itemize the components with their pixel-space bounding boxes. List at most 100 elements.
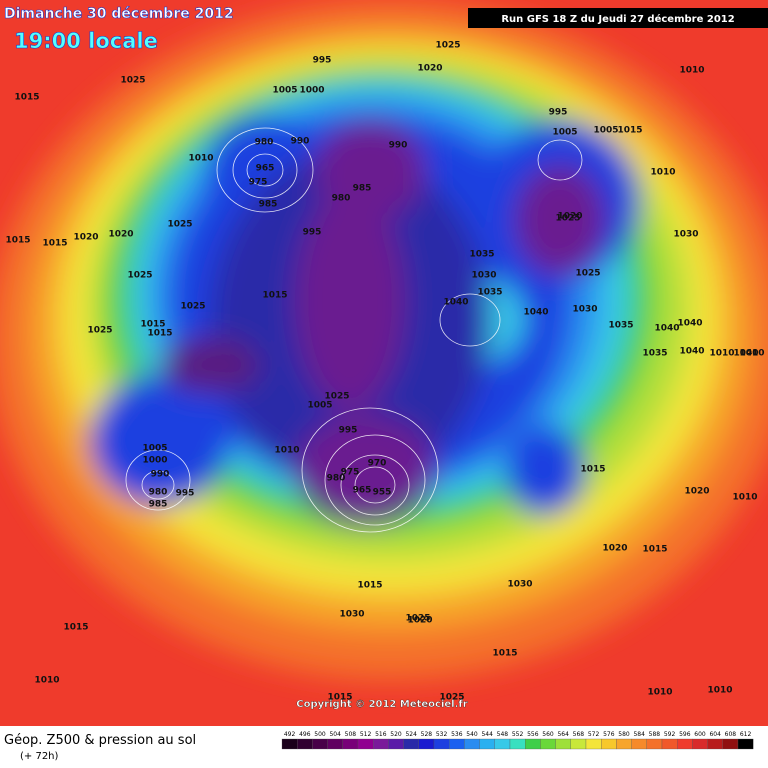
pressure-label: 1010 bbox=[650, 168, 675, 178]
scale-label: 556 bbox=[527, 731, 539, 738]
scale-swatch bbox=[616, 738, 632, 750]
scale-swatch bbox=[494, 738, 511, 750]
scale-swatch bbox=[373, 738, 389, 750]
pressure-label: 1025 bbox=[87, 326, 112, 336]
pressure-label: 1030 bbox=[339, 610, 364, 620]
scale-label: 596 bbox=[679, 731, 691, 738]
pressure-label: 1010 bbox=[679, 66, 704, 76]
scale-swatch bbox=[677, 738, 693, 750]
scale-swatch bbox=[570, 738, 587, 750]
pressure-label: 1010 bbox=[709, 349, 734, 359]
pressure-label: 1020 bbox=[417, 64, 442, 74]
scale-label: 524 bbox=[405, 731, 417, 738]
pressure-label: 1025 bbox=[405, 614, 430, 624]
scale-label: 512 bbox=[360, 731, 372, 738]
pressure-label: 1025 bbox=[127, 271, 152, 281]
pressure-label: 1005 bbox=[552, 128, 577, 138]
pressure-label: 1010 bbox=[739, 349, 764, 359]
pressure-label: 985 bbox=[149, 500, 168, 510]
scale-swatch bbox=[464, 738, 480, 750]
scale-label: 516 bbox=[375, 731, 387, 738]
pressure-label: 1035 bbox=[469, 250, 494, 260]
pressure-label: 1035 bbox=[608, 321, 633, 331]
pressure-label: 1015 bbox=[5, 236, 30, 246]
pressure-label: 1015 bbox=[642, 545, 667, 555]
scale-label: 572 bbox=[588, 731, 600, 738]
pressure-label: 955 bbox=[373, 488, 392, 498]
scale-swatch bbox=[540, 738, 556, 750]
pressure-label: 1020 bbox=[684, 487, 709, 497]
pressure-label: 1030 bbox=[507, 580, 532, 590]
pressure-label: 1030 bbox=[471, 271, 496, 281]
scale-label: 548 bbox=[497, 731, 509, 738]
scale-swatch bbox=[479, 738, 495, 750]
pressure-label: 1010 bbox=[34, 676, 59, 686]
pressure-label: 1015 bbox=[14, 93, 39, 103]
scale-label: 584 bbox=[633, 731, 645, 738]
pressure-label: 1040 bbox=[733, 349, 758, 359]
scale-label: 612 bbox=[740, 731, 752, 738]
pressure-label: 1015 bbox=[357, 581, 382, 591]
scale-label: 500 bbox=[314, 731, 326, 738]
scale-swatch bbox=[357, 738, 374, 750]
pressure-label: 995 bbox=[176, 489, 195, 499]
pressure-label: 975 bbox=[341, 468, 360, 478]
scale-swatch bbox=[525, 738, 541, 750]
pressure-label: 995 bbox=[313, 56, 332, 66]
scale-label: 496 bbox=[299, 731, 311, 738]
pressure-label: 1040 bbox=[443, 298, 468, 308]
lead-time: (+ 72h) bbox=[20, 751, 59, 762]
pressure-label: 1025 bbox=[120, 76, 145, 86]
pressure-label: 1020 bbox=[602, 544, 627, 554]
pressure-label: 1010 bbox=[707, 686, 732, 696]
scale-swatch bbox=[737, 738, 754, 750]
scale-swatch bbox=[388, 738, 404, 750]
scale-swatch bbox=[661, 738, 678, 750]
local-time: 19:00 locale bbox=[14, 29, 158, 53]
pressure-label: 1015 bbox=[580, 465, 605, 475]
scale-swatch bbox=[449, 738, 465, 750]
copyright: Copyright © 2012 Meteociel.fr bbox=[296, 699, 467, 710]
geopotential-field bbox=[0, 0, 768, 726]
scale-label: 492 bbox=[284, 731, 296, 738]
pressure-label: 975 bbox=[249, 178, 268, 188]
scale-label: 604 bbox=[709, 731, 721, 738]
pressure-label: 965 bbox=[353, 486, 372, 496]
scale-label: 540 bbox=[466, 731, 478, 738]
scale-label: 608 bbox=[725, 731, 737, 738]
pressure-label: 1015 bbox=[262, 291, 287, 301]
scale-swatch bbox=[327, 738, 343, 750]
pressure-label: 1010 bbox=[647, 688, 672, 698]
pressure-label: 1015 bbox=[63, 623, 88, 633]
run-box bbox=[468, 8, 768, 28]
pressure-label: 1015 bbox=[147, 329, 172, 339]
scale-swatch bbox=[433, 738, 450, 750]
pressure-label: 995 bbox=[549, 108, 568, 118]
date: Dimanche 30 décembre 2012 bbox=[4, 6, 234, 22]
scale-label: 552 bbox=[512, 731, 524, 738]
pressure-label: 1015 bbox=[42, 239, 67, 249]
pressure-label: 1030 bbox=[572, 305, 597, 315]
pressure-label: 1015 bbox=[492, 649, 517, 659]
scale-label: 600 bbox=[694, 731, 706, 738]
pressure-label: 1015 bbox=[617, 126, 642, 136]
pressure-label: 1010 bbox=[188, 154, 213, 164]
pressure-label: 1025 bbox=[555, 214, 580, 224]
pressure-label: 1025 bbox=[439, 693, 464, 703]
pressure-label: 1010 bbox=[732, 493, 757, 503]
pressure-label: 1025 bbox=[167, 220, 192, 230]
pressure-label: 980 bbox=[149, 488, 168, 498]
pressure-label: 995 bbox=[303, 228, 322, 238]
pressure-label: 1040 bbox=[523, 308, 548, 318]
scale-swatch bbox=[722, 738, 739, 750]
scale-swatch bbox=[509, 738, 526, 750]
pressure-label: 1040 bbox=[654, 324, 679, 334]
pressure-label: 990 bbox=[389, 141, 408, 151]
pressure-label: 990 bbox=[291, 137, 310, 147]
pressure-label: 990 bbox=[151, 470, 170, 480]
pressure-label: 980 bbox=[327, 474, 346, 484]
pressure-label: 1020 bbox=[557, 212, 582, 222]
pressure-label: 1025 bbox=[324, 392, 349, 402]
scale-label: 592 bbox=[664, 731, 676, 738]
